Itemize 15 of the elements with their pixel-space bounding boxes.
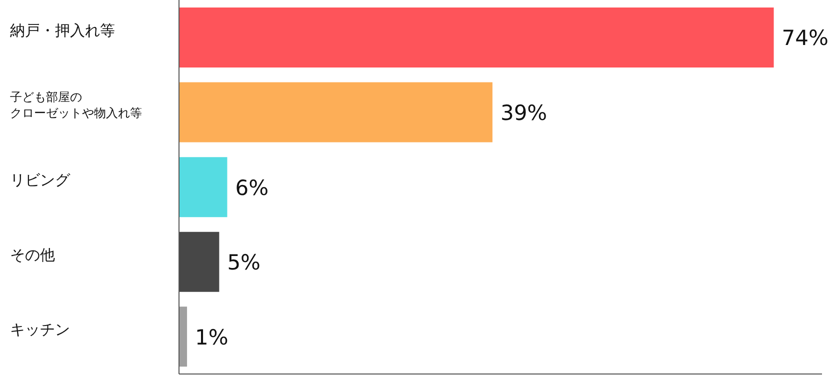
data-label: 1% xyxy=(195,325,228,350)
bar xyxy=(179,232,220,292)
y-tick-label: その他 xyxy=(10,246,55,264)
y-tick-label: キッチン xyxy=(10,320,70,339)
data-label: 6% xyxy=(235,176,269,200)
bar xyxy=(179,7,774,68)
data-label: 39% xyxy=(500,101,548,126)
bar xyxy=(179,82,492,142)
data-label: 5% xyxy=(227,250,261,275)
y-tick-label: 納戸・押入れ等 xyxy=(10,21,115,40)
bar xyxy=(179,306,188,367)
bar xyxy=(179,157,228,218)
data-label: 74% xyxy=(782,26,828,50)
y-tick-label: 子ども部屋のクローゼットや物入れ等 xyxy=(10,90,142,120)
y-tick-label: リビング xyxy=(10,171,71,190)
